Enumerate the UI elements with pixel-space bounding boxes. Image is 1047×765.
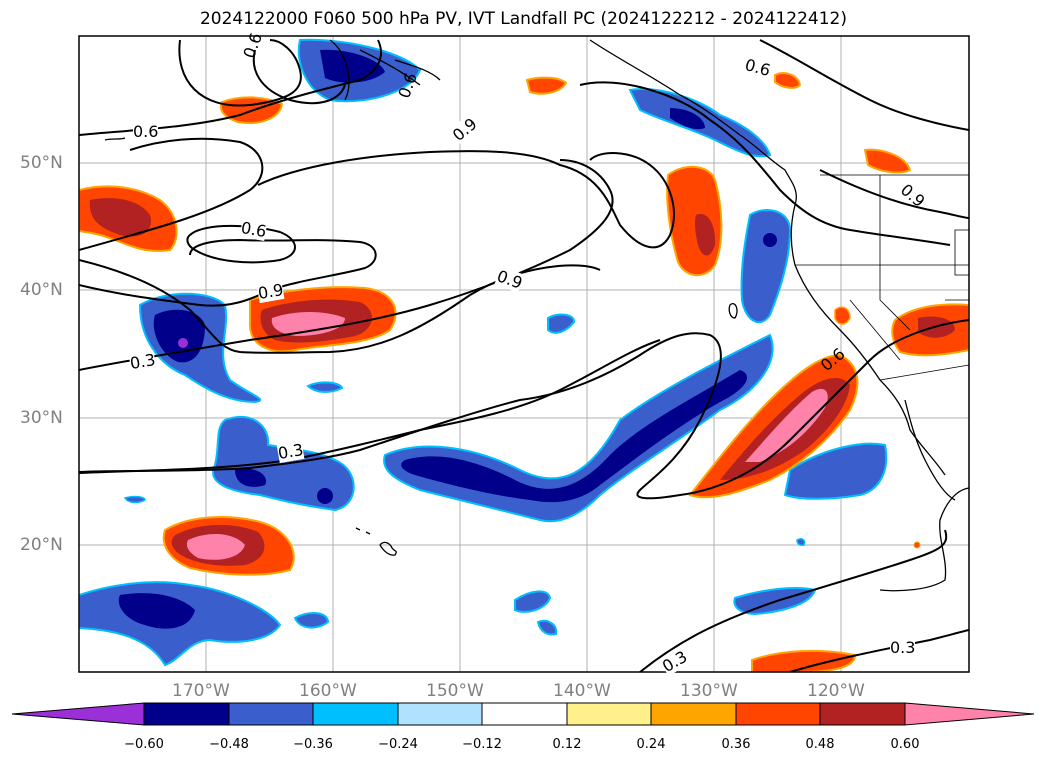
contour-label: 0.3 — [128, 349, 157, 374]
map-frame — [78, 35, 970, 673]
contour-label: 0.9 — [896, 180, 929, 211]
state-borders — [795, 174, 969, 381]
map-title: 2024122000 F060 500 hPa PV, IVT Landfall… — [199, 9, 847, 29]
contour-label: 0.9 — [494, 266, 525, 293]
colorbar-tick: 0.12 — [552, 737, 582, 752]
lat-label-20n: 20°N — [20, 535, 63, 555]
blue-region-south-east — [783, 442, 888, 500]
contour-label: 0.6 — [816, 344, 849, 375]
colorbar-tick: 0.48 — [805, 737, 835, 752]
lon-label-160w: 160°W — [299, 681, 357, 701]
contour-label: 0.6 — [239, 30, 267, 61]
lon-label-170w: 170°W — [172, 681, 230, 701]
lon-label-120w: 120°W — [807, 681, 865, 701]
lat-label-40n: 40°N — [20, 280, 63, 300]
pv-contours — [79, 39, 969, 672]
colorbar-extend-high — [904, 702, 1035, 726]
lat-label-50n: 50°N — [20, 153, 63, 173]
colorbar — [11, 702, 1035, 726]
lon-label-150w: 150°W — [426, 681, 484, 701]
lon-label-130w: 130°W — [680, 681, 738, 701]
contour-label: 0.6 — [239, 217, 268, 242]
colorbar-tick: −0.48 — [209, 737, 249, 752]
colorbar-tick: 0.24 — [636, 737, 666, 752]
contour-label: 0.6 — [742, 55, 773, 80]
contour-label: 0.6 — [133, 122, 159, 141]
contour-label: 0.3 — [276, 439, 305, 464]
blue-region-offshore-ca — [740, 209, 792, 324]
map-fields — [79, 36, 969, 672]
lat-label-30n: 30°N — [20, 408, 63, 428]
positive-anomaly-fields — [79, 72, 969, 672]
contour-label: 0.6 — [394, 70, 422, 101]
lon-label-140w: 140°W — [553, 681, 611, 701]
colorbar-tick: −0.36 — [293, 737, 333, 752]
colorbar-tick: 0.36 — [721, 737, 751, 752]
contour-label: 0.9 — [448, 114, 481, 145]
contour-label: 0.3 — [658, 646, 691, 677]
coastlines — [104, 39, 969, 592]
colorbar-tick: −0.12 — [462, 737, 502, 752]
colorbar-tick: −0.24 — [378, 737, 418, 752]
contour-label: 0.3 — [890, 638, 916, 657]
contour-label: 0.9 — [256, 279, 285, 304]
colorbar-tick: −0.60 — [124, 737, 164, 752]
colorbar-tick: 0.60 — [890, 737, 920, 752]
